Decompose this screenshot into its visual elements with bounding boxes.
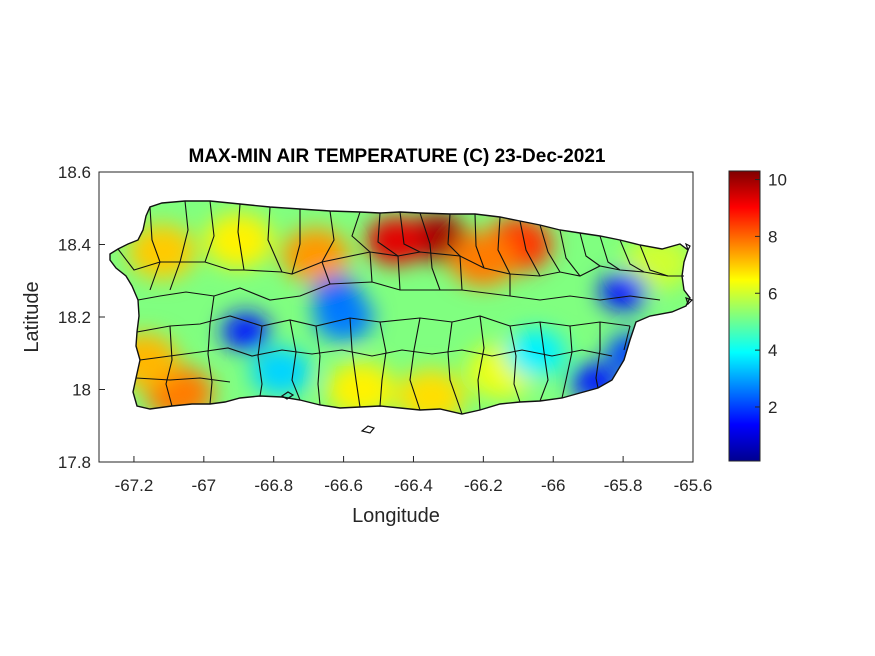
municipality-boundary xyxy=(599,235,621,271)
islet xyxy=(280,391,295,400)
municipality-boundary xyxy=(315,325,321,406)
x-axis: -67.2 -67 -66.8 -66.6 -66.4 -66.2 -66 -65.8 -65.… xyxy=(115,456,713,495)
municipality-boundary xyxy=(539,224,561,273)
municipality-boundary xyxy=(579,232,601,267)
y-tick-label: 18.2 xyxy=(58,308,91,327)
x-tick-label: -66.4 xyxy=(394,476,433,495)
hotspot xyxy=(204,213,273,269)
colorbar-tick-label: 10 xyxy=(768,171,787,190)
y-tick-label: 18 xyxy=(72,381,91,400)
municipality-boundary xyxy=(595,322,601,389)
municipality-boundary xyxy=(447,321,463,415)
coldspot xyxy=(221,312,270,351)
x-tick-label: -66.6 xyxy=(324,476,363,495)
hotspot xyxy=(327,362,396,414)
offshore-islets xyxy=(280,242,694,434)
municipality-boundary xyxy=(477,315,485,411)
municipality-boundary xyxy=(204,200,215,263)
municipality-boundary xyxy=(639,244,669,277)
municipality-boundary xyxy=(137,281,661,301)
municipality-boundaries xyxy=(117,200,684,415)
municipality-boundary xyxy=(409,317,421,411)
municipality-boundary xyxy=(519,220,541,277)
colorbar-tick-label: 8 xyxy=(768,227,777,246)
hotspot xyxy=(449,231,518,287)
municipality-boundary xyxy=(561,325,573,399)
coldspot xyxy=(599,272,648,311)
municipality-boundary xyxy=(497,216,511,296)
y-tick-label: 18.4 xyxy=(58,236,91,255)
x-axis-label: Longitude xyxy=(352,505,440,527)
municipality-boundary xyxy=(169,200,189,291)
islet xyxy=(685,297,694,306)
municipality-boundary xyxy=(321,210,335,285)
colorbar-tick-label: 6 xyxy=(768,284,777,303)
municipality-boundary xyxy=(149,206,161,291)
municipality-boundary xyxy=(399,211,421,253)
municipality-boundary xyxy=(474,213,485,269)
municipality-boundary xyxy=(509,325,521,403)
coldspot xyxy=(313,293,374,341)
municipality-boundary xyxy=(419,212,441,291)
hotspot xyxy=(366,216,426,265)
colorbar-tick-label: 4 xyxy=(768,341,777,360)
municipality-boundary xyxy=(237,203,245,271)
x-tick-label: -66.8 xyxy=(254,476,293,495)
x-tick-label: -65.8 xyxy=(604,476,643,495)
colorbar xyxy=(728,170,761,462)
islet xyxy=(684,242,691,252)
municipality-boundary xyxy=(349,317,361,408)
municipality-boundary xyxy=(165,325,173,407)
municipality-boundary xyxy=(135,377,231,383)
municipality-boundary xyxy=(379,321,387,407)
municipality-boundary xyxy=(289,319,301,401)
islet xyxy=(360,425,376,434)
colorbar-ticks: 2 4 6 8 10 xyxy=(755,171,787,417)
municipality-boundary xyxy=(447,213,463,291)
municipality-boundary xyxy=(207,295,215,405)
x-tick-label: -67 xyxy=(192,476,217,495)
x-tick-label: -66.2 xyxy=(464,476,503,495)
municipality-boundary xyxy=(291,209,301,275)
municipality-boundary xyxy=(623,325,631,351)
y-axis: 17.8 18 18.2 18.4 18.6 xyxy=(58,163,105,472)
municipality-boundary xyxy=(351,211,373,283)
municipality-boundary xyxy=(117,248,684,277)
municipality-boundary xyxy=(619,239,645,273)
y-tick-label: 18.6 xyxy=(58,163,91,182)
municipality-boundary xyxy=(139,347,613,361)
municipality-boundary xyxy=(559,229,581,277)
x-tick-label: -67.2 xyxy=(115,476,154,495)
x-tick-label: -65.6 xyxy=(674,476,713,495)
x-tick-label: -66 xyxy=(541,476,566,495)
municipality-boundary xyxy=(539,321,549,402)
municipality-boundary xyxy=(257,325,263,397)
y-tick-label: 17.8 xyxy=(58,453,91,472)
coldspot xyxy=(250,347,311,396)
colorbar-tick-label: 2 xyxy=(768,398,777,417)
chart-title: MAX-MIN AIR TEMPERATURE (C) 23-Dec-2021 xyxy=(189,146,606,167)
y-axis-label: Latitude xyxy=(21,281,43,352)
municipality-boundary xyxy=(267,206,283,273)
municipality-boundary xyxy=(377,212,401,291)
